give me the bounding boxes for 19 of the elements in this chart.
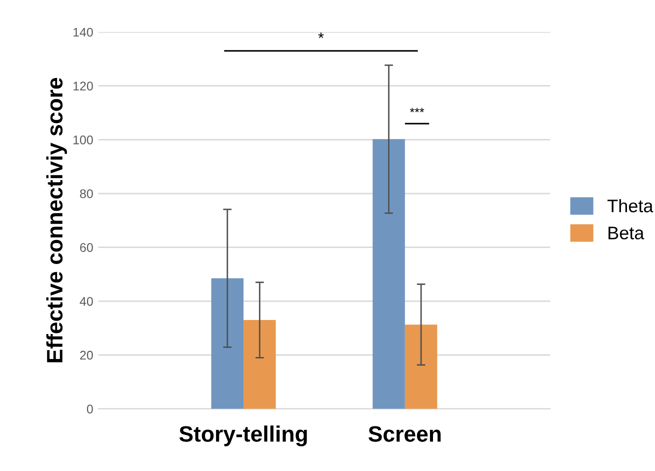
y-tick-label: 140 — [73, 28, 93, 37]
x-tick-label: Story-telling — [179, 425, 307, 446]
bar — [244, 320, 276, 409]
bar — [404, 324, 438, 409]
y-tick-label: 40 — [80, 296, 93, 306]
bar — [211, 278, 244, 409]
y-tick-label: 0 — [86, 404, 93, 414]
annotation: *** — [410, 108, 424, 112]
y-tick-label: 120 — [73, 82, 93, 91]
y-tick-label: 100 — [73, 135, 93, 144]
y-tick-label: 20 — [80, 350, 93, 360]
y-tick-label: 60 — [80, 243, 93, 252]
x-tick-label: Screen — [368, 426, 441, 442]
y-tick-label: 80 — [80, 189, 93, 198]
legend-label: Theta — [607, 199, 654, 212]
legend-label: Beta — [608, 226, 644, 240]
bar — [372, 139, 405, 409]
annotation: * — [318, 32, 324, 38]
y-axis-title: Effective connectiviy score — [46, 78, 67, 362]
